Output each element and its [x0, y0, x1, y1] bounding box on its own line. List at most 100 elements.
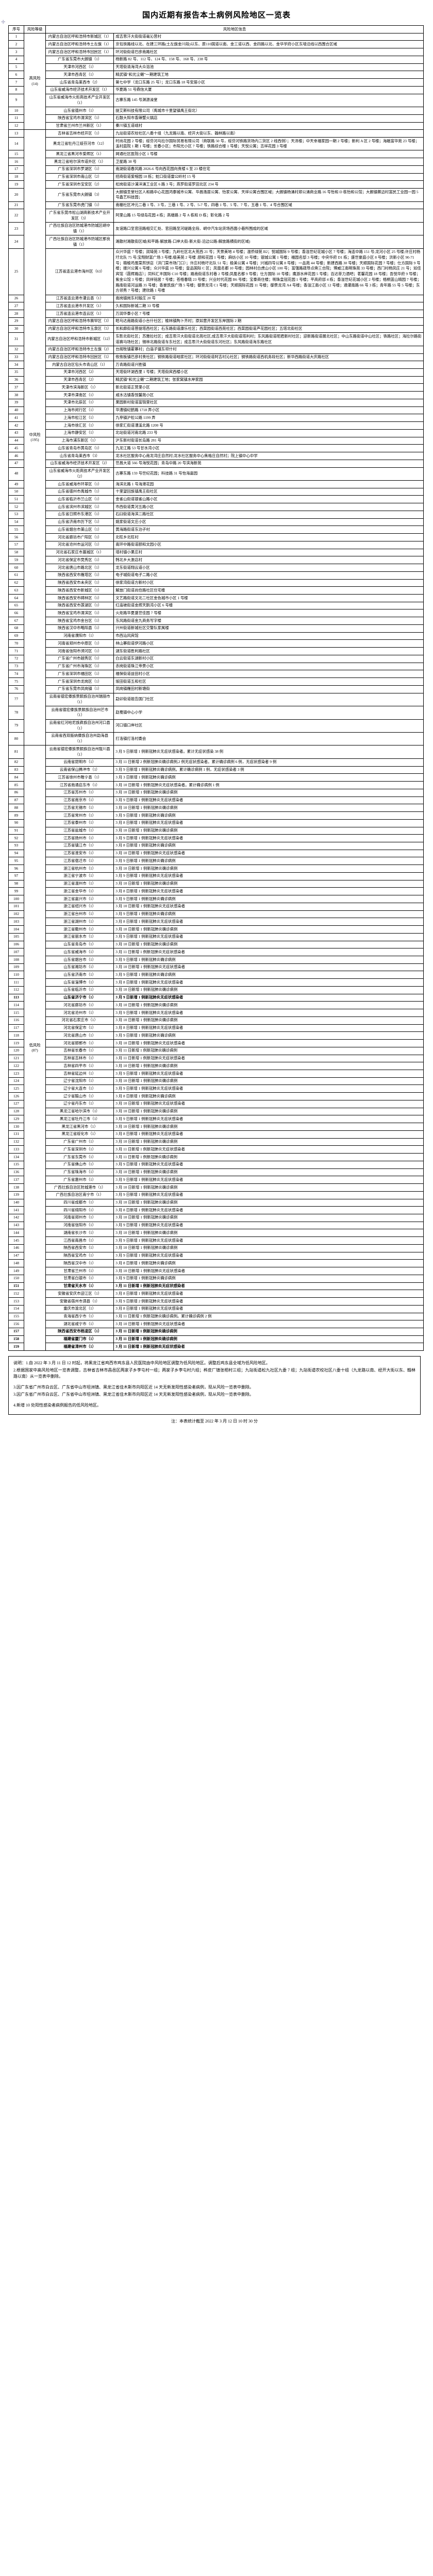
area-info-cell: 姚家街道文庄小区	[113, 518, 424, 527]
area-info-cell: 3 月 8 日新增 1 例新冠肺炎确诊病例	[113, 841, 424, 850]
area-name-cell: 四川省绵阳市（1）	[45, 1206, 114, 1214]
area-name-cell: 黑龙江省哈尔滨市道外区（1）	[45, 158, 114, 166]
row-index: 1	[8, 32, 25, 41]
row-index: 109	[8, 963, 25, 972]
area-name-cell: 甘肃省白银市（1）	[45, 1274, 114, 1283]
area-info-cell: 坂田街道五和社区	[113, 677, 424, 686]
row-index: 23	[8, 222, 25, 236]
table-row: 145 江西省南昌市（1） 3 月 9 日新增 1 例新冠肺炎无症状感染者	[8, 1236, 424, 1245]
row-index: 9	[8, 93, 25, 108]
table-row: 22 广东省东莞市松山湖高新技术产业开发区（3） 阿里山路 15 号绿岛花园 4 栋…	[8, 209, 424, 223]
area-info-cell: 白云街道东湖新村小区	[113, 654, 424, 663]
area-name-cell: 广东省惠州市（1）	[45, 1176, 114, 1184]
area-info-cell: 南栅社区冲元二巷 1 号、3 号，三巷 1 号、2 号、5-7 号，四巷 1 号…	[113, 201, 424, 210]
row-index: 99	[8, 887, 25, 896]
area-info-cell: 北站街道河南北路 233 号	[113, 429, 424, 437]
table-row: 39 天津市北辰区（1） 果园新村街道富锦里社区	[8, 398, 424, 407]
crop-mark-icon: ✛	[1, 20, 6, 25]
area-name-cell: 山东省威海市经济技术开发区（1）	[45, 86, 114, 94]
row-index: 134	[8, 1153, 25, 1161]
table-row: 157 陕西省西安市杨凌区（1） 3 月 11 日新增 1 例新冠肺炎确诊病例	[8, 1327, 424, 1336]
area-name-cell: 广西壮族自治区防城港市防城区那良镇（1）	[45, 235, 114, 249]
area-name-cell: 云南省德宏傣族景颇族自治州瑞丽市（1）	[45, 692, 114, 707]
area-info-cell: 勐卯街道姐告国门社区	[113, 692, 424, 707]
area-info-cell: 打洛镇打洛村委会	[113, 732, 424, 746]
area-info-cell: 3 月 8 日新增 1 例新冠肺炎无症状感染者	[113, 1304, 424, 1313]
area-info-cell: 3 月 10 日新增 1 例新冠肺炎确诊病例	[113, 826, 424, 835]
table-row: 128 黑龙江省哈尔滨市（1） 3 月 10 日新增 1 例新冠肺炎确诊病例	[8, 1107, 424, 1116]
area-info-cell: 3 月 10 日新增 1 例新冠肺炎确诊病例	[113, 788, 424, 797]
table-row: 49 山东省威海市环翠区（1） 海滨北路 1 号海港花园	[8, 480, 424, 488]
table-row: 85 江苏省南通启东市（1） 3 月 10 日新增 1 例新冠肺炎无症状感染者。累计…	[8, 781, 424, 789]
table-row: 80 云南省西双版纳傣族自治州勐海县（1） 打洛镇打洛村委会	[8, 732, 424, 746]
column-header-level: 风险等级	[24, 25, 46, 33]
area-name-cell: 山东省德州市禹城市（1）	[45, 487, 114, 496]
area-name-cell: 福建省漳州市（1）	[45, 1343, 114, 1351]
area-name-cell: 江西省南昌市（1）	[45, 1236, 114, 1245]
area-name-cell: 浙江省台州市（1）	[45, 910, 114, 919]
table-row: 12 甘肃省兰州市兰州新区（1） 秦川镇五道岘村	[8, 122, 424, 130]
row-index: 58	[8, 548, 25, 557]
area-name-cell: 河南省濮阳市（1）	[45, 632, 114, 640]
area-name-cell: 山东省青岛市黄岛区（1）	[45, 444, 114, 453]
table-row: 19 广东省深圳市宝安区（2） 松岗街道沙浦洋涌工业区 6 路 3 号；燕罗街道罗田…	[8, 180, 424, 189]
table-row: 132 广东省广州市（1） 3 月 10 日新增 1 例新冠肺炎确诊病例	[8, 1138, 424, 1146]
table-row: 141 四川省绵阳市（1） 3 月 8 日新增 1 例新冠肺炎无症状感染者	[8, 1206, 424, 1214]
table-row: 32 内蒙古自治区呼和浩特市土左旗（2） 台阁牧镇霍寨村；白庙子镇东坝什村	[8, 345, 424, 354]
area-name-cell: 河北省邯郸市（1）	[45, 1039, 114, 1047]
row-index: 44	[8, 436, 25, 445]
table-row: 5 天津市河西区（1） 天塔街清海湾大众浴池	[8, 63, 424, 72]
area-name-cell: 江苏省宿迁市（1）	[45, 857, 114, 866]
area-name-cell: 陕西省西安市碑林区（1）	[45, 594, 114, 602]
area-info-cell: 石鼓大阳市香辣蟹火锅店	[113, 114, 424, 123]
area-name-cell: 山东省潍坊市（1）	[45, 963, 114, 972]
row-index: 82	[8, 758, 25, 767]
table-row: 66 陕西省宝鸡市渭滨区（1） 火炬路华夏盛世佳园 7 号楼	[8, 609, 424, 618]
area-info-cell: 3 月 9 日新增 1 例新冠肺炎无症状感染者	[113, 796, 424, 805]
row-index: 25	[8, 248, 25, 295]
area-info-cell: 河口镇口岸社区	[113, 719, 424, 733]
table-row: 79 云南省红河哈尼族彝族自治州河口县（1） 河口镇口岸社区	[8, 719, 424, 733]
area-info-cell: 赤岗街道珠江帝景小区	[113, 662, 424, 671]
row-index: 12	[8, 122, 25, 130]
area-info-cell: 3 月 10 日新增 1 例新冠肺炎确诊病例	[113, 1183, 424, 1192]
row-index: 156	[8, 1320, 25, 1328]
row-index: 119	[8, 1039, 25, 1047]
page-title: 国内近期有报告本土病例风险地区一览表	[142, 11, 291, 20]
area-info-cell: 3 月 11 日新增 1 例新冠肺炎确诊病例	[113, 1327, 424, 1336]
area-info-cell: 3 月 10 日新增 1 例新冠肺炎无症状感染者	[113, 1039, 424, 1047]
area-name-cell: 浙江省温州市（1）	[45, 879, 114, 888]
area-info-cell: 林山寨街道伊河路小区	[113, 639, 424, 648]
row-index: 101	[8, 902, 25, 911]
row-index: 146	[8, 1244, 25, 1252]
table-row: 10 山东省德州市（1） 提艾斯科技有限公司（禹城市十里望镇禹王街北）	[8, 107, 424, 115]
row-index: 155	[8, 1312, 25, 1321]
table-row: 31 内蒙古自治区呼和浩特市新城区（12） 东影北街社区；苏雅拉社区；成吉思汗大街街…	[8, 332, 424, 346]
table-row: 107 山东省威海市（1） 3 月 11 日新增 1 例新冠肺炎无症状感染者	[8, 948, 424, 956]
area-info-cell: 3 月 10 日新增 1 例新冠肺炎无症状感染者。累计确诊病例 1 例	[113, 781, 424, 789]
table-row: 114 河北省廊坊市（1） 3 月 10 日新增 1 例新冠肺炎确诊病例	[8, 1001, 424, 1010]
area-name-cell: 上海市闵行区（1）	[45, 406, 114, 415]
area-name-cell: 云南省德宏傣族景颇族自治州芒市（1）	[45, 706, 114, 720]
table-row: 100 浙江省嘉兴市（1） 3 月 9 日新增 1 例新冠肺炎确诊病例	[8, 895, 424, 903]
row-index: 36	[8, 376, 25, 384]
area-info-cell: 提艾斯科技有限公司（禹城市十里望镇禹王街北）	[113, 107, 424, 115]
area-info-cell: 3 月 10 日新增 1 例新冠肺炎无症状感染者	[113, 902, 424, 911]
area-name-cell: 重庆市渝北区（1）	[45, 1304, 114, 1313]
area-info-cell: 长和廊街道菩提塔西社区；石东路街道康乐社区；西菜园街道西苑社区；西菜园街道芦花园…	[113, 325, 424, 333]
area-info-cell: 3 月 10 日新增 1 例新冠肺炎无症状感染者	[113, 1267, 424, 1275]
area-info-cell: 古寨东路 159 号世纪花园；科技路 31 号怡海嘉园	[113, 467, 424, 481]
table-row: 78 云南省德宏傣族景颇族自治州芒市（1） 勐戛镇中心小学	[8, 706, 424, 720]
area-info-cell: 3 月 9 日新增 1 例新冠肺炎无症状感染者	[113, 1070, 424, 1078]
area-name-cell: 江苏省连云港市开发区（1）	[45, 302, 114, 311]
table-row: 87 江苏省南京市（1） 3 月 9 日新增 1 例新冠肺炎无症状感染者	[8, 796, 424, 805]
row-index: 62	[8, 579, 25, 587]
table-row: 25 江苏省连云港市海州区（63） 众兴华庭 7 号楼；润琦苑 3 号楼；九岭社区北…	[8, 248, 424, 295]
row-index: 24	[8, 235, 25, 249]
area-info-cell: 3 月 11 日新增 1 例新冠肺炎无症状感染者	[113, 1282, 424, 1291]
row-index: 16	[8, 158, 25, 166]
table-row: 29 内蒙古自治区呼和浩特市赛罕区（3） 昭乌达南路街道小台什社区；榆林镇陶卜齐村；…	[8, 317, 424, 326]
area-info-cell: 3 月 8 日新增 1 例新冠肺炎无症状感染者	[113, 1024, 424, 1032]
table-row: 9 山东省威海市火炬高技术产业开发区（1） 古寨东路 145 号渊源澡堂	[8, 93, 424, 108]
area-info-cell: 3 月 9 日新增 1 例新冠肺炎无症状感染者	[113, 1221, 424, 1230]
